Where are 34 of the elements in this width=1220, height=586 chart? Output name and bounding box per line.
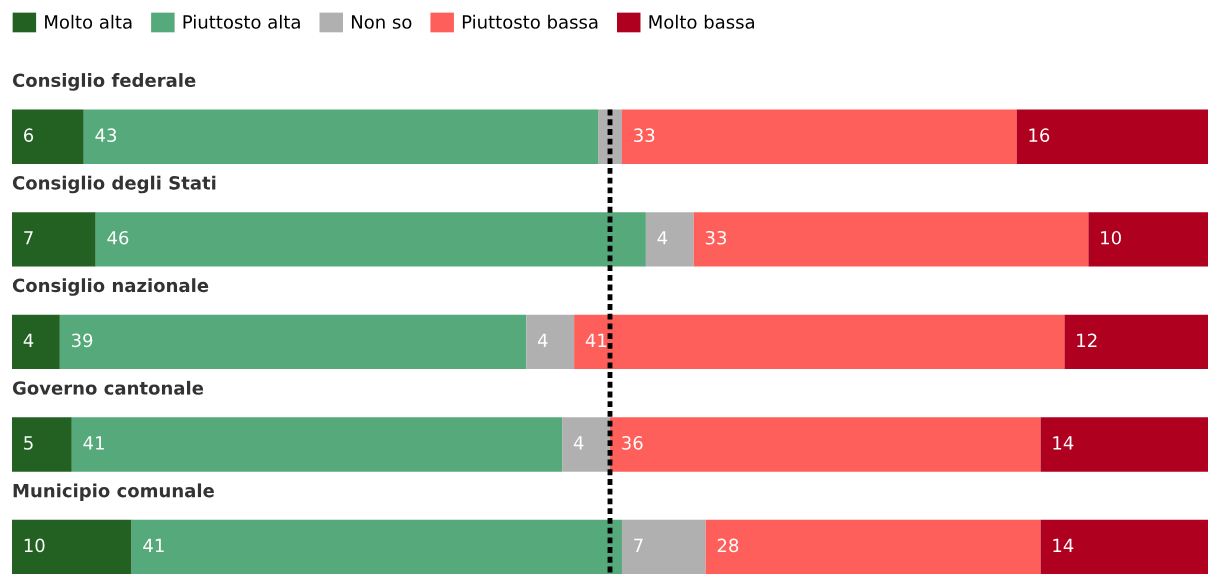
data-label: 6 [24,128,34,143]
legend-label: Piuttosto alta [183,14,300,29]
data-label: 7 [634,538,643,553]
legend-label: Molto alta [45,14,132,29]
data-label: 33 [705,230,727,245]
data-label: 16 [1029,128,1050,143]
data-label: 41 [143,538,164,553]
data-label: 41 [83,436,104,450]
data-label: 5 [24,436,33,450]
y-tick-label: Consiglio federale [12,73,196,91]
data-label: 4 [657,231,668,245]
data-label: 10 [24,538,45,553]
data-label: 43 [95,128,117,143]
data-label: 28 [717,538,739,553]
data-label: 4 [23,333,34,347]
legend-label: Molto bassa [649,14,754,29]
data-label: 10 [1101,230,1121,245]
y-tick-label: Consiglio nazionale [12,278,209,296]
data-label: 36 [622,436,643,450]
data-label: 14 [1053,436,1074,450]
legend-label: Piuttosto bassa [462,14,598,29]
y-tick-label: Municipio comunale [13,483,214,501]
data-label: 41 [585,333,607,347]
data-label: 7 [24,231,33,245]
data-label: 39 [71,333,93,348]
data-label: 33 [634,128,655,143]
legend-label: Non so [351,15,412,29]
data-label: 14 [1053,538,1074,553]
data-label: 12 [1077,333,1097,347]
y-tick-label: Consiglio degli Stati [12,175,216,194]
y-tick-label: Governo cantonale [12,380,204,395]
data-label: 46 [107,230,129,245]
data-label: 4 [537,333,548,347]
data-label: 4 [573,436,584,450]
